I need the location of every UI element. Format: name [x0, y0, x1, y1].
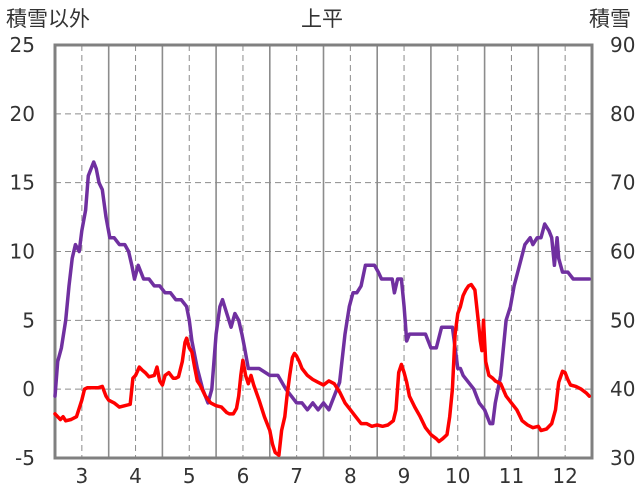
x-tick-label: 3 — [75, 464, 88, 488]
x-tick-label: 9 — [398, 464, 411, 488]
x-axis-ticks: 3 4 5 6 7 8 9 10 11 12 — [75, 464, 577, 488]
left-tick-label: 0 — [22, 377, 35, 401]
gridlines — [55, 45, 592, 458]
right-tick-label: 80 — [610, 102, 635, 126]
right-tick-label: 50 — [610, 308, 635, 332]
right-tick-label: 70 — [610, 171, 635, 195]
chart-title: 上平 — [301, 7, 343, 31]
x-tick-label: 5 — [183, 464, 196, 488]
right-tick-label: 30 — [610, 446, 635, 470]
x-tick-label: 6 — [237, 464, 250, 488]
left-tick-label: 20 — [10, 102, 35, 126]
y-axis-label-left: 積雪以外 — [6, 7, 90, 31]
right-axis-ticks: 30 40 50 60 70 80 90 — [610, 33, 635, 470]
left-tick-label: 10 — [10, 240, 35, 264]
series-group — [53, 160, 592, 457]
right-tick-label: 40 — [610, 377, 635, 401]
y-axis-label-right: 積雪 — [589, 7, 631, 31]
left-tick-label: 25 — [10, 33, 35, 57]
x-tick-label: 4 — [129, 464, 142, 488]
series-line-other-1 — [53, 282, 592, 457]
left-tick-label: -5 — [15, 446, 35, 470]
x-tick-label: 12 — [552, 464, 577, 488]
right-tick-label: 60 — [610, 240, 635, 264]
x-tick-label: 8 — [344, 464, 357, 488]
left-tick-label: 5 — [22, 308, 35, 332]
right-tick-label: 90 — [610, 33, 635, 57]
x-tick-label: 7 — [290, 464, 303, 488]
left-tick-label: 15 — [10, 171, 35, 195]
x-tick-label: 11 — [499, 464, 524, 488]
plot-frame — [53, 43, 594, 460]
left-axis-ticks: -5 0 5 10 15 20 25 — [10, 33, 35, 470]
x-tick-label: 10 — [445, 464, 470, 488]
